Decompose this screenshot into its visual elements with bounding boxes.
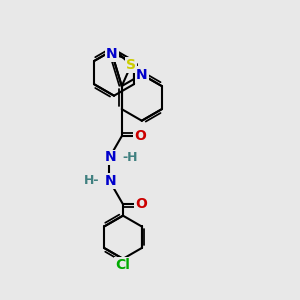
Text: N: N [106, 47, 118, 61]
Text: O: O [134, 129, 146, 143]
Text: O: O [135, 197, 147, 211]
Text: N: N [105, 174, 117, 188]
Text: N: N [136, 68, 148, 82]
Text: Cl: Cl [116, 258, 130, 272]
Text: H-: H- [84, 174, 100, 188]
Text: -H: -H [122, 151, 138, 164]
Text: S: S [126, 58, 136, 72]
Text: N: N [105, 151, 117, 164]
